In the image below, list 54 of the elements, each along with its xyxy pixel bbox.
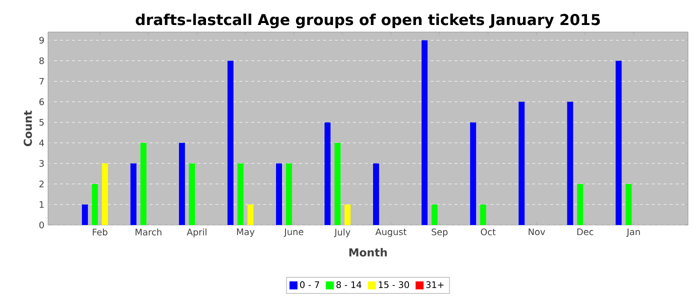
bar xyxy=(188,163,195,225)
x-tick-label: August xyxy=(375,228,407,237)
bar xyxy=(247,204,254,225)
bar xyxy=(237,163,244,225)
y-tick-label: 3 xyxy=(39,160,44,167)
y-axis-title: Count xyxy=(24,110,32,146)
bar xyxy=(567,102,574,225)
bar xyxy=(432,204,438,225)
bar xyxy=(373,163,380,225)
bar xyxy=(626,184,632,225)
legend-label: 15 - 30 xyxy=(378,281,410,288)
y-tick-label: 9 xyxy=(39,36,44,44)
y-tick-label: 5 xyxy=(39,119,44,126)
bar xyxy=(344,204,351,225)
x-tick-label: Nov xyxy=(528,228,546,236)
bar xyxy=(616,60,622,225)
x-tick-label: Oct xyxy=(480,228,496,236)
y-tick-label: 2 xyxy=(39,180,44,188)
y-tick-label: 6 xyxy=(39,98,44,106)
x-tick-label: March xyxy=(136,228,162,236)
x-tick-label: Feb xyxy=(92,228,108,236)
x-tick-label: Sep xyxy=(432,228,448,238)
x-tick-label: Dec xyxy=(577,228,594,236)
y-tick-label: 1 xyxy=(40,201,44,208)
bar xyxy=(334,142,341,225)
x-tick-label: May xyxy=(237,228,254,237)
y-tick-label: 4 xyxy=(39,140,44,146)
x-tick-label: April xyxy=(186,228,206,238)
bar xyxy=(102,163,108,225)
bar xyxy=(480,204,486,225)
x-axis-title: Month xyxy=(349,248,387,257)
x-tick-label: Jan xyxy=(626,228,640,237)
chart-title: drafts-lastcall Age groups of open tickets January 2015 xyxy=(136,14,600,28)
bar xyxy=(286,163,292,225)
bar xyxy=(324,122,331,225)
bar xyxy=(82,204,88,225)
bar xyxy=(470,122,476,225)
y-tick-label: 7 xyxy=(40,78,44,85)
y-tick-label: 0 xyxy=(39,222,44,228)
legend-label: 31+ xyxy=(426,281,444,288)
bar xyxy=(178,142,185,225)
x-tick-label: July xyxy=(334,228,350,238)
bar xyxy=(577,184,584,225)
bar xyxy=(227,60,234,225)
bar xyxy=(518,102,525,225)
bar xyxy=(422,40,428,225)
x-tick-label: June xyxy=(284,228,304,237)
y-tick-label: 8 xyxy=(39,57,44,64)
legend-label: 8 - 14 xyxy=(336,281,362,288)
legend-label: 0 - 7 xyxy=(300,281,320,288)
bar xyxy=(130,163,136,225)
bar xyxy=(140,142,146,225)
bar xyxy=(276,163,282,225)
bar xyxy=(92,184,98,225)
